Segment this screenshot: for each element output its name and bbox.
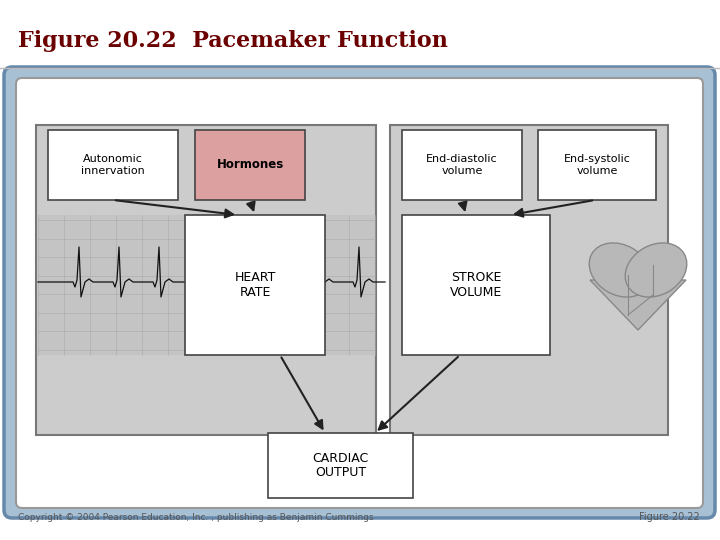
Ellipse shape (589, 243, 651, 297)
Text: End-systolic
volume: End-systolic volume (564, 154, 631, 176)
Text: Hormones: Hormones (217, 159, 284, 172)
FancyBboxPatch shape (185, 215, 325, 355)
Text: STROKE
VOLUME: STROKE VOLUME (450, 271, 502, 299)
FancyBboxPatch shape (390, 125, 668, 435)
FancyBboxPatch shape (195, 130, 305, 200)
FancyBboxPatch shape (402, 215, 550, 355)
Text: HEART
RATE: HEART RATE (234, 271, 276, 299)
Ellipse shape (625, 243, 687, 297)
FancyBboxPatch shape (538, 130, 656, 200)
Text: Figure 20.22: Figure 20.22 (639, 512, 700, 522)
Text: Copyright © 2004 Pearson Education, Inc. , publishing as Benjamin Cummings: Copyright © 2004 Pearson Education, Inc.… (18, 513, 374, 522)
FancyBboxPatch shape (16, 78, 703, 508)
Text: Autonomic
innervation: Autonomic innervation (81, 154, 145, 176)
FancyBboxPatch shape (4, 67, 715, 518)
FancyBboxPatch shape (36, 125, 376, 435)
FancyBboxPatch shape (268, 433, 413, 498)
FancyBboxPatch shape (402, 130, 522, 200)
FancyBboxPatch shape (48, 130, 178, 200)
Text: End-diastolic
volume: End-diastolic volume (426, 154, 498, 176)
FancyBboxPatch shape (38, 215, 375, 355)
Text: Figure 20.22  Pacemaker Function: Figure 20.22 Pacemaker Function (18, 30, 448, 52)
Polygon shape (590, 280, 686, 330)
Text: CARDIAC
OUTPUT: CARDIAC OUTPUT (312, 451, 369, 480)
